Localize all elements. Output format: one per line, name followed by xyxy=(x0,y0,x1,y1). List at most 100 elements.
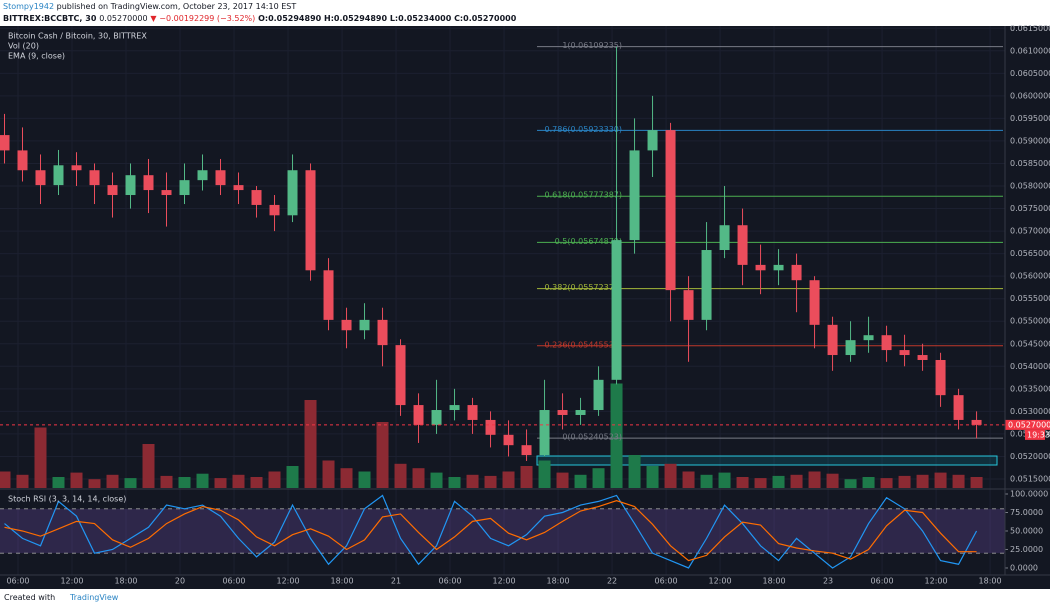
volume-bar xyxy=(142,444,155,488)
candle-body xyxy=(863,335,874,341)
candle-body xyxy=(737,225,748,265)
fib-label: 0.786(0.05923330) xyxy=(545,125,623,134)
volume-bar xyxy=(394,463,407,488)
low: L:0.05234000 xyxy=(389,14,452,23)
quote-line: BITTREX:BCCBTC, 30 0.05270000 ▼ −0.00192… xyxy=(3,14,516,23)
volume-bar xyxy=(358,471,371,488)
x-tick-label: 06:00 xyxy=(655,577,678,586)
candle-body xyxy=(323,270,334,320)
y-tick-label: 0.05300000 xyxy=(1010,407,1050,416)
y-tick-label: 0.05650000 xyxy=(1010,249,1050,258)
candle-body xyxy=(593,379,604,411)
candle-body xyxy=(377,319,388,346)
volume-bar xyxy=(934,472,947,488)
last-price-box xyxy=(1005,419,1050,430)
x-tick-label: 12:00 xyxy=(60,577,83,586)
y-tick-label: 0.05850000 xyxy=(1010,159,1050,168)
y-tick-label: 0.0000 xyxy=(1010,563,1038,572)
x-tick-label: 21 xyxy=(391,577,401,586)
volume-bar xyxy=(304,400,317,488)
x-tick-label: 12:00 xyxy=(492,577,515,586)
close: C:0.05270000 xyxy=(454,14,517,23)
candle-body xyxy=(125,175,136,196)
volume-bar xyxy=(340,468,353,488)
stoch-band xyxy=(0,508,1005,554)
indicator-label: Vol (20) xyxy=(8,42,39,51)
volume-bar xyxy=(214,478,227,488)
background xyxy=(0,26,1050,589)
candle-body xyxy=(683,290,694,320)
x-tick-label: 06:00 xyxy=(222,577,245,586)
candle-body xyxy=(791,264,802,281)
volume-bar xyxy=(556,472,569,488)
volume-bar xyxy=(430,472,443,488)
volume-bar xyxy=(754,478,767,488)
x-tick-label: 12:00 xyxy=(709,577,732,586)
y-tick-label: 0.05200000 xyxy=(1010,452,1050,461)
y-tick-label: 0.05400000 xyxy=(1010,362,1050,371)
y-tick-label: 0.05950000 xyxy=(1010,114,1050,123)
volume-bar xyxy=(322,460,335,488)
volume-bar xyxy=(736,477,749,488)
x-tick-label: 23 xyxy=(823,577,833,586)
stoch-line xyxy=(4,494,978,569)
y-tick-label: 0.05550000 xyxy=(1010,294,1050,303)
volume-bar xyxy=(808,471,821,488)
candle-body xyxy=(503,434,514,446)
x-tick-label: 18:00 xyxy=(114,577,137,586)
y-tick-label: 0.05900000 xyxy=(1010,136,1050,145)
volume-bar xyxy=(646,466,659,488)
x-tick-label: 06:00 xyxy=(6,577,29,586)
volume-bar xyxy=(970,477,983,488)
candle-body xyxy=(251,190,262,205)
author[interactable]: Stompy1942 xyxy=(3,2,55,11)
candle-body xyxy=(467,405,478,420)
volume-bar xyxy=(16,474,29,488)
candle-body xyxy=(665,130,676,291)
stoch-line xyxy=(4,500,977,562)
symbol: BITTREX:BCCBTC, 30 xyxy=(3,14,97,23)
pane-title: Bitcoin Cash / Bitcoin, 30, BITTREX xyxy=(8,32,147,41)
volume-bar xyxy=(862,477,875,488)
brand[interactable]: TradingView xyxy=(70,593,119,602)
y-tick-label: 0.06050000 xyxy=(1010,69,1050,78)
volume-bar xyxy=(700,474,713,488)
y-tick-label: 0.05750000 xyxy=(1010,204,1050,213)
chart: 0.051500000.052000000.052500000.05300000… xyxy=(0,24,1050,589)
x-tick-label: 18:00 xyxy=(330,577,353,586)
y-tick-label: 0.05800000 xyxy=(1010,182,1050,191)
volume-bar xyxy=(232,474,245,488)
volume-bar xyxy=(268,471,281,488)
candle-body xyxy=(449,405,460,411)
candle-body xyxy=(233,185,244,191)
fib-label: 0.618(0.05777387) xyxy=(545,191,623,200)
candle-body xyxy=(539,410,550,456)
y-tick-label: 75.0000 xyxy=(1010,508,1043,517)
highlight-box xyxy=(536,455,998,466)
candle-body xyxy=(17,150,28,171)
volume-bar xyxy=(52,477,65,488)
candle-body xyxy=(35,170,46,186)
volume-bar xyxy=(574,474,587,488)
arrow: ▼ xyxy=(150,14,157,23)
x-tick-label: 12:00 xyxy=(276,577,299,586)
candle-body xyxy=(881,335,892,351)
y-tick-label: 0.05350000 xyxy=(1010,384,1050,393)
change: −0.00192299 (−3.52%) xyxy=(159,14,256,23)
candle-body xyxy=(215,170,226,186)
candle-body xyxy=(557,410,568,415)
candle-body xyxy=(917,355,928,360)
y-tick-label: 0.05150000 xyxy=(1010,474,1050,483)
candle-body xyxy=(197,170,208,181)
volume-bar xyxy=(286,466,299,488)
volume-bar xyxy=(34,427,47,488)
last: 0.05270000 xyxy=(99,14,148,23)
open: O:0.05294890 xyxy=(258,14,322,23)
candle-body xyxy=(719,225,730,251)
high: H:0.05294890 xyxy=(324,14,388,23)
candle-body xyxy=(629,150,640,241)
candle-body xyxy=(899,350,910,356)
candle-body xyxy=(179,180,190,196)
volume-bar xyxy=(952,474,965,488)
candle-body xyxy=(953,395,964,420)
